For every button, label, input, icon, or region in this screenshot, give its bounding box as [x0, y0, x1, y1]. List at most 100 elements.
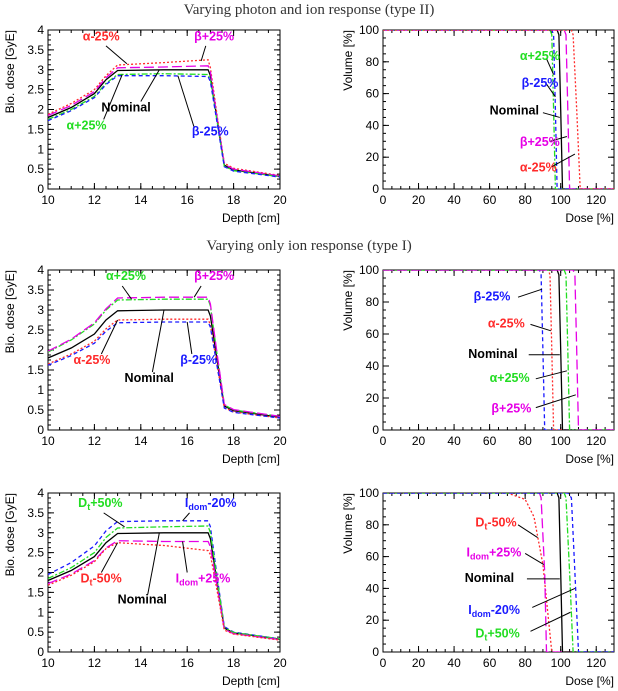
x-tick-label: 12: [88, 434, 102, 448]
series-line: [48, 75, 280, 178]
annotation-leader: [100, 319, 119, 355]
x-tick-label: 10: [41, 193, 55, 207]
y-tick-label: 1: [37, 383, 44, 397]
annotation-leader: [100, 542, 119, 573]
series-line: [383, 30, 614, 189]
y-tick-label: 20: [366, 613, 380, 627]
y-tick-label: 0: [372, 423, 379, 437]
series-line: [48, 298, 280, 418]
annotation-label: Dt-50%: [475, 515, 516, 531]
annotation-label: β+25%: [194, 30, 234, 44]
series-line: [383, 30, 614, 189]
y-tick-label: 60: [366, 550, 380, 564]
x-tick-label: 20: [412, 434, 426, 448]
annotation-label: β-25%: [180, 353, 217, 367]
r3-dose-y-axis-label: Bio. dose [GyE]: [3, 493, 17, 576]
annotation-leader: [121, 285, 132, 300]
series-line: [383, 270, 614, 430]
r3-dose-panel: 10 12 14 16 18 20 0 0.5 1 1.5 2 2.5 3 3.5 4 Depth [cm] B…: [3, 486, 287, 688]
y-tick-label: 2.5: [27, 546, 44, 560]
series-line: [48, 520, 280, 640]
series-line: [48, 296, 280, 418]
r1-dvh-y-axis-label: Volume [%]: [341, 30, 355, 91]
r1-dvh-panel: 0 20 40 60 80 100 120 0 20 40 60 80 100 Dose [%] Volum…: [341, 23, 615, 225]
annotation-leader: [535, 370, 568, 380]
annotation-sub: dom: [179, 577, 198, 587]
r2-dvh-x-axis-label: Dose [%]: [565, 452, 614, 466]
annotation-label: β+25%: [194, 269, 234, 283]
annotation-label: Idom-20%: [185, 496, 237, 512]
annotation-leader: [105, 45, 128, 65]
r3-dvh-x-axis-label: Dose [%]: [565, 674, 614, 688]
x-tick-label: 40: [447, 656, 461, 670]
y-tick-label: 20: [366, 391, 380, 405]
series-line: [383, 493, 614, 652]
x-tick-label: 60: [483, 656, 497, 670]
series-line: [48, 525, 280, 640]
annotation-label: α-25%: [83, 30, 120, 44]
annotation-label: α-25%: [74, 353, 111, 367]
x-tick-label: 16: [181, 656, 195, 670]
annotation-main: D: [80, 571, 89, 585]
x-tick-label: 0: [380, 656, 387, 670]
annotation-label: Dt+50%: [475, 627, 519, 643]
series-line: [48, 540, 280, 641]
y-tick-label: 4: [37, 486, 44, 500]
y-tick-label: 1.5: [27, 585, 44, 599]
annotation-main: D: [475, 515, 484, 529]
annotation-leader: [103, 74, 123, 120]
x-tick-label: 80: [518, 193, 532, 207]
r3-dvh-panel: 0 20 40 60 80 100 120 0 20 40 60 80 100 Dose [%] Volum…: [341, 486, 615, 688]
y-tick-label: 1: [37, 142, 44, 156]
series-line: [383, 270, 614, 430]
x-tick-label: 0: [380, 434, 387, 448]
annotation-sub: dom: [470, 552, 489, 562]
series-line: [48, 69, 280, 177]
annotation-leader: [524, 552, 545, 565]
annotation-label: α+25%: [490, 371, 530, 385]
x-tick-label: 20: [273, 193, 287, 207]
annotation-label: Nominal: [101, 100, 150, 114]
annotation-tail: +25%: [198, 571, 230, 585]
annotation-label: Nominal: [468, 347, 517, 361]
annotation-leader: [147, 532, 160, 595]
x-tick-label: 20: [273, 656, 287, 670]
annotation-sub: t: [87, 502, 90, 512]
y-tick-label: 3: [37, 63, 44, 77]
annotation-label: α-25%: [520, 161, 557, 175]
x-tick-label: 80: [518, 656, 532, 670]
y-tick-label: 4: [37, 23, 44, 37]
annotation-leader: [530, 611, 571, 632]
y-tick-label: 80: [366, 55, 380, 69]
y-tick-label: 40: [366, 118, 380, 132]
y-tick-label: 0: [37, 423, 44, 437]
r1-dose-panel: 10 12 14 16 18 20 0 0.5 1 1.5 2 2.5 3 3.5 4 Depth [cm] B…: [3, 23, 287, 225]
annotation-tail: +50%: [90, 496, 122, 510]
annotation-leader: [532, 587, 576, 608]
y-tick-label: 0.5: [27, 162, 44, 176]
y-tick-label: 100: [359, 263, 379, 277]
x-tick-label: 120: [586, 193, 606, 207]
x-tick-label: 100: [551, 434, 571, 448]
annotation-main: D: [475, 627, 484, 641]
series-line: [48, 59, 280, 177]
series-line: [383, 270, 614, 430]
annotation-leader: [542, 112, 560, 118]
r1-dose-x-axis-label: Depth [cm]: [222, 211, 280, 225]
x-tick-label: 40: [447, 193, 461, 207]
x-tick-label: 20: [273, 434, 287, 448]
y-tick-label: 60: [366, 327, 380, 341]
annotation-tail: -20%: [491, 603, 520, 617]
x-tick-label: 20: [412, 656, 426, 670]
series-line: [48, 321, 280, 419]
annotation-label: Nominal: [490, 103, 539, 117]
y-tick-label: 80: [366, 518, 380, 532]
y-tick-label: 20: [366, 150, 380, 164]
annotation-leader: [546, 58, 555, 75]
annotation-label: Idom-20%: [468, 603, 520, 619]
r2-dose-panel: 10 12 14 16 18 20 0 0.5 1 1.5 2 2.5 3 3.5 4 Depth [cm] B…: [3, 263, 287, 466]
x-tick-label: 60: [483, 193, 497, 207]
y-tick-label: 1: [37, 605, 44, 619]
y-tick-label: 3.5: [27, 283, 44, 297]
